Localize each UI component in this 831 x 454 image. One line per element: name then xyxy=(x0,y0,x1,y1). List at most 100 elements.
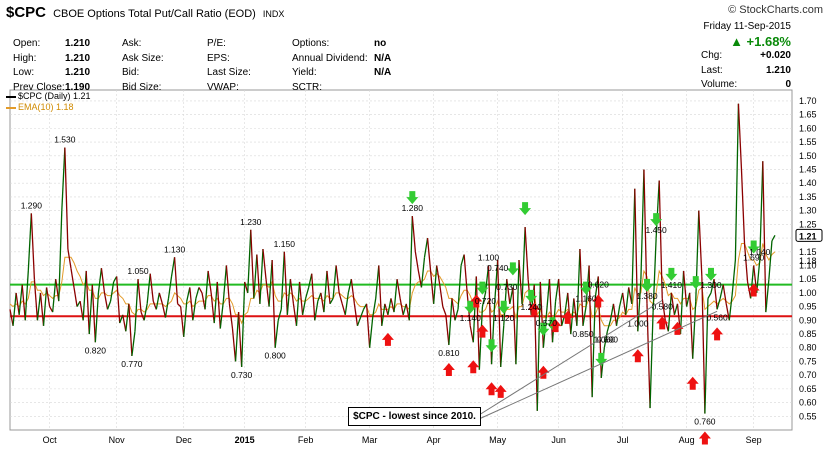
y-tick-label: 1.45 xyxy=(799,165,817,175)
series-segment-price xyxy=(155,292,160,310)
data-label: 1.280 xyxy=(402,203,424,213)
series-segment-price xyxy=(259,248,264,304)
series-segment-price xyxy=(679,270,685,335)
series-segment-price xyxy=(768,240,773,280)
quote-field: Prev Close: 1.190 xyxy=(13,81,90,96)
data-label: 0.820 xyxy=(85,345,107,355)
quote-field: Bid Size: xyxy=(122,81,164,96)
series-segment-price xyxy=(521,227,526,304)
series-segment-price xyxy=(762,161,767,313)
series-segment-price xyxy=(436,265,441,285)
y-tick-label: 1.05 xyxy=(799,274,817,284)
legend-price: $CPC (Daily) 1.21 xyxy=(6,91,91,102)
quote-field-label: VWAP: xyxy=(207,81,239,93)
series-segment-price xyxy=(213,281,218,324)
series-segment-price xyxy=(228,303,234,329)
series-segment-price xyxy=(234,312,240,362)
series-segment-price xyxy=(253,254,258,299)
series-segment-price xyxy=(649,312,654,409)
series-segment-price xyxy=(88,284,93,335)
green-arrow-marker xyxy=(497,300,510,314)
series-segment-price xyxy=(15,292,20,315)
series-segment-price xyxy=(756,259,761,293)
y-tick-label: 0.95 xyxy=(799,302,817,312)
series-segment-price xyxy=(463,254,468,293)
y-tick-label: 1.60 xyxy=(799,123,817,133)
series-segment-price xyxy=(152,300,157,310)
green-arrow-marker xyxy=(464,300,477,314)
series-segment-price xyxy=(759,161,764,261)
series-segment-price xyxy=(143,303,148,321)
series-segment-price xyxy=(570,298,575,335)
quote-field: Annual Dividend: N/A xyxy=(292,52,391,67)
series-segment-price xyxy=(612,303,618,326)
series-segment-price xyxy=(85,270,90,335)
last-value-tag xyxy=(795,228,823,242)
data-label: 0.730 xyxy=(496,282,518,292)
y-tick-label: 0.90 xyxy=(799,315,817,325)
series-segment-price xyxy=(18,284,23,315)
y-tick-label: 1.30 xyxy=(799,206,817,216)
red-arrow-marker xyxy=(470,294,483,308)
quote-field: P/E: xyxy=(207,37,251,52)
quote-date: Friday 11-Sep-2015 xyxy=(703,21,791,32)
series-segment-price xyxy=(82,270,87,321)
series-segment-price xyxy=(344,292,349,315)
series-segment-price xyxy=(225,265,231,304)
quote-field: SCTR: xyxy=(292,81,368,96)
green-arrow-marker xyxy=(519,202,532,216)
series-segment-price xyxy=(426,238,432,272)
quote-field-label: SCTR: xyxy=(292,81,322,93)
series-segment-price xyxy=(350,279,356,304)
series-segment-price xyxy=(329,298,334,305)
red-arrow-marker xyxy=(656,316,669,330)
series-segment-price xyxy=(384,303,389,316)
series-segment-price xyxy=(36,292,42,321)
series-segment-price xyxy=(524,227,529,280)
series-segment-price xyxy=(536,281,541,411)
series-segment-price xyxy=(277,309,282,321)
green-arrow-marker xyxy=(665,267,678,281)
quote-field-value: 1.210 xyxy=(65,38,91,49)
series-segment-price xyxy=(365,303,371,348)
series-segment-price xyxy=(737,103,743,170)
series-segment-price xyxy=(70,268,75,288)
chart-header: $CPC CBOE Options Total Put/Call Ratio (… xyxy=(0,0,831,93)
series-segment-price xyxy=(606,320,612,332)
quote-field-label: Ask Size: xyxy=(122,52,164,64)
series-segment-price xyxy=(725,303,730,321)
series-segment-price xyxy=(621,292,627,315)
series-segment-price xyxy=(323,270,328,313)
quote-summary-value: 1.210 xyxy=(765,64,791,76)
series-segment-price xyxy=(158,292,164,305)
series-segment-price xyxy=(167,276,173,299)
series-segment-price xyxy=(231,328,237,362)
series-segment-price xyxy=(670,292,676,315)
series-segment-price xyxy=(658,180,663,299)
series-segment-price xyxy=(183,301,188,337)
series-segment-price xyxy=(103,292,109,310)
series-segment-price xyxy=(311,273,316,321)
green-arrow-marker xyxy=(595,352,608,366)
red-arrow-marker xyxy=(747,283,760,297)
symbol-description: CBOE Options Total Put/Call Ratio (EOD) xyxy=(53,8,256,20)
series-segment-price xyxy=(189,287,194,321)
series-segment-price xyxy=(341,303,346,316)
series-segment-price xyxy=(429,270,435,304)
series-segment-price xyxy=(317,292,322,302)
quote-field: Open: 1.210 xyxy=(13,37,90,52)
series-segment-price xyxy=(399,298,404,315)
y-tick-label: 1.50 xyxy=(799,151,817,161)
series-segment-price xyxy=(375,265,380,299)
series-segment-price xyxy=(673,303,679,316)
series-segment-price xyxy=(493,259,499,304)
ema-value-label: 1.18 xyxy=(799,256,817,266)
series-segment-price xyxy=(67,248,72,269)
y-tick-label: 0.60 xyxy=(799,398,817,408)
series-segment-price xyxy=(58,210,63,302)
series-segment-price xyxy=(119,314,124,324)
quote-field-label: Low: xyxy=(13,67,35,78)
series-segment-price xyxy=(423,237,429,258)
annotation-pointer xyxy=(478,299,663,416)
quote-summary-field: Volume: 0 xyxy=(701,78,791,93)
